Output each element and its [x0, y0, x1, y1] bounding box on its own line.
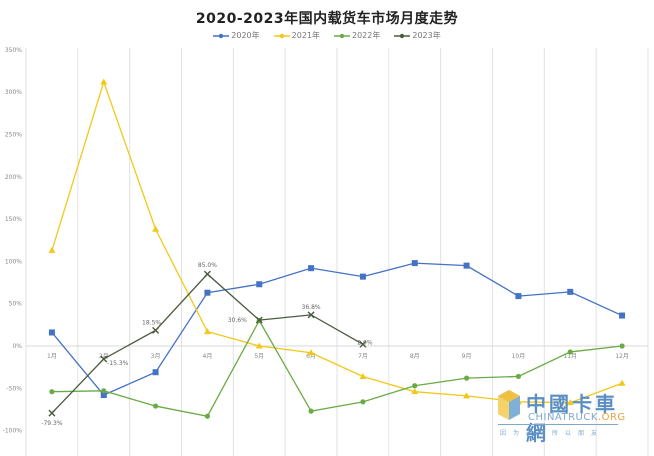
data-point-marker [48, 329, 55, 336]
y-tick-label: -50% [6, 385, 22, 392]
y-tick-label: 50% [9, 301, 23, 308]
watermark-slogan: 因为卡车所以朋友 [500, 430, 605, 437]
data-point-marker [203, 270, 211, 278]
data-label: 2.0% [357, 339, 373, 346]
data-point-marker [463, 375, 470, 381]
data-point-marker [360, 399, 366, 405]
data-point-marker [100, 392, 107, 399]
y-tick-label: 200% [5, 174, 22, 181]
legend-label: 2020年 [231, 31, 260, 40]
data-label: 36.8% [302, 304, 321, 311]
legend-item: 2023年 [394, 30, 441, 41]
data-point-marker [411, 388, 419, 395]
x-tick-label: 8月 [410, 353, 420, 360]
data-point-marker [515, 373, 522, 380]
data-point-marker [152, 326, 160, 334]
x-tick-label: 2月 [99, 353, 109, 360]
data-point-marker [618, 379, 626, 386]
legend-swatch-icon [273, 33, 290, 38]
data-point-marker [152, 225, 160, 232]
data-label: 85.0% [198, 262, 217, 269]
data-point-marker [308, 408, 314, 414]
data-point-marker [411, 260, 418, 267]
legend-label: 2021年 [291, 31, 320, 40]
data-point-marker [101, 388, 107, 394]
data-point-marker [307, 311, 315, 319]
chart-legend: 2020年 2021年 2022年 2023年 [0, 30, 654, 41]
data-point-marker [100, 355, 108, 363]
x-tick-label: 9月 [462, 353, 472, 360]
series-line [51, 79, 623, 404]
data-point-marker [463, 262, 470, 269]
x-tick-label: 12月 [615, 353, 629, 360]
data-point-marker [152, 369, 159, 376]
chinatruck-logo-icon [498, 390, 520, 420]
data-point-marker [307, 349, 315, 356]
data-label: -79.3% [41, 420, 63, 427]
legend-label: 2022年 [352, 31, 381, 40]
x-tick-label: 10月 [512, 353, 526, 360]
y-tick-label: -100% [3, 428, 23, 435]
data-point-marker [152, 403, 159, 409]
data-point-marker [359, 273, 366, 280]
data-point-marker [566, 399, 574, 406]
data-point-marker [567, 288, 574, 295]
chart-title: 2020-2023年国内载货车市场月度走势 [195, 11, 459, 27]
data-point-marker [204, 289, 211, 296]
x-tick-label: 11月 [563, 353, 577, 360]
series-line [51, 262, 623, 396]
legend-item: 2022年 [334, 30, 380, 41]
data-label: 18.5% [142, 319, 161, 326]
y-tick-label: 350% [5, 47, 22, 54]
data-point-marker [48, 409, 56, 417]
data-point-marker [308, 265, 315, 272]
data-label: 30.6% [228, 317, 247, 324]
y-tick-label: 100% [5, 258, 22, 265]
data-point-marker [567, 349, 573, 355]
y-tick-label: 250% [5, 132, 22, 139]
x-tick-label: 7月 [358, 353, 368, 360]
data-point-marker [49, 389, 55, 395]
legend-swatch-icon [394, 33, 411, 38]
data-point-marker [256, 281, 263, 288]
y-tick-label: 300% [5, 89, 22, 96]
data-point-marker [412, 383, 418, 389]
data-label: -15.3% [107, 360, 129, 367]
data-point-marker [100, 78, 108, 85]
data-point-marker [359, 372, 367, 379]
x-tick-label: 1月 [47, 353, 57, 360]
data-point-marker [204, 413, 211, 419]
y-tick-label: 150% [5, 216, 22, 223]
data-point-marker [359, 340, 367, 348]
x-tick-label: 4月 [203, 353, 213, 360]
legend-item: 2020年 [213, 30, 260, 41]
data-point-marker [619, 343, 625, 349]
data-point-marker [619, 312, 626, 319]
data-point-marker [515, 293, 522, 300]
data-point-marker [48, 246, 56, 253]
series-line [51, 319, 623, 417]
legend-label: 2023年 [412, 31, 441, 40]
legend-swatch-icon [334, 33, 350, 38]
legend-item: 2021年 [273, 30, 320, 41]
data-point-marker [255, 342, 263, 349]
x-tick-label: 3月 [151, 353, 161, 360]
data-point-marker [463, 392, 471, 399]
x-tick-label: 5月 [254, 353, 264, 360]
legend-swatch-icon [213, 33, 230, 38]
watermark-divider [498, 424, 618, 425]
data-point-marker [255, 316, 263, 324]
watermark-en-text: CHINATRUCK.ORG [528, 412, 626, 423]
data-point-marker [203, 328, 211, 335]
x-tick-label: 6月 [306, 353, 316, 360]
watermark-cn-text: 中國卡車網 [526, 392, 618, 445]
y-tick-label: 0% [12, 343, 22, 350]
